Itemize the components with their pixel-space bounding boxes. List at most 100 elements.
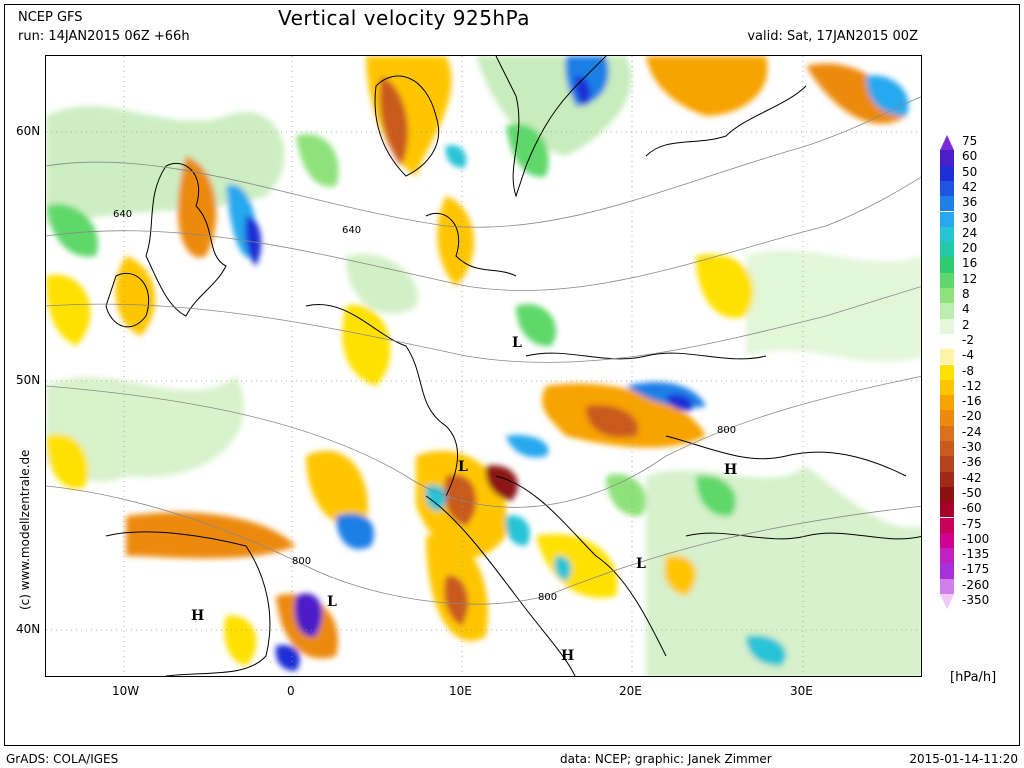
- legend-label: 42: [962, 179, 978, 194]
- legend-swatch: [940, 410, 954, 426]
- lat-label: 50N: [16, 373, 41, 387]
- map-title: Vertical velocity 925hPa: [278, 6, 531, 30]
- legend-label: -16: [962, 394, 982, 409]
- legend-swatch: [940, 288, 954, 304]
- legend-swatch: [940, 257, 954, 273]
- contour-label: 800: [538, 592, 557, 603]
- legend-level: -100: [940, 532, 1020, 549]
- legend-swatch: [940, 272, 954, 288]
- legend-swatch: [940, 242, 954, 258]
- legend-swatch: [940, 379, 954, 396]
- legend-swatch: [940, 502, 954, 518]
- contour-labels: 640 640 800 800 800: [113, 209, 736, 603]
- model-label: NCEP GFS: [18, 10, 83, 25]
- legend-label: -135: [962, 547, 990, 562]
- contour-label: 800: [717, 425, 736, 436]
- legend-label: -30: [962, 440, 982, 454]
- legend-swatch: [940, 456, 954, 472]
- pressure-centers: L L L L H H H: [191, 335, 737, 664]
- legend-level: -36: [940, 456, 1020, 472]
- legend-level: 36: [940, 195, 1020, 212]
- legend-level: 20: [940, 242, 1020, 258]
- legend-swatch: [940, 532, 954, 549]
- legend-swatch: [940, 517, 954, 533]
- lat-label: 60N: [16, 124, 41, 138]
- legend-label: 30: [962, 210, 978, 225]
- legend-label: -260: [962, 577, 990, 592]
- contour-label: 800: [292, 556, 311, 567]
- legend-unit: [hPa/h]: [950, 670, 997, 685]
- legend-label: 12: [962, 271, 978, 286]
- legend-swatch: [940, 150, 954, 166]
- legend-swatch: [940, 226, 954, 243]
- legend-level: -42: [940, 470, 1020, 487]
- run-label: run: 14JAN2015 06Z +66h: [18, 29, 190, 44]
- legend-label: -175: [962, 562, 990, 577]
- footer-credits: data: NCEP; graphic: Janek Zimmer: [560, 752, 772, 766]
- legend-label: 50: [962, 164, 978, 179]
- high-center-marker: H: [561, 648, 574, 664]
- legend-label: -60: [962, 501, 982, 516]
- legend-level: -50: [940, 485, 1020, 503]
- legend-label: -75: [962, 516, 982, 531]
- legend-level: 12: [940, 271, 1020, 288]
- footer-software: GrADS: COLA/IGES: [6, 752, 119, 766]
- legend-level: 42: [940, 179, 1020, 197]
- legend-label: -24: [962, 424, 982, 439]
- color-legend: 75 60 50 42 36 30 24 20 16 12 8 4 2 -2 -4 -8 -12 -16 -20 -2…: [940, 135, 1020, 625]
- legend-level: -30: [940, 440, 1020, 457]
- legend-level: -60: [940, 501, 1020, 518]
- legend-swatch: [940, 594, 954, 610]
- legend-swatch: [940, 395, 954, 411]
- legend-label: -2: [962, 332, 974, 347]
- legend-level: -12: [940, 379, 1020, 396]
- legend-level: 30: [940, 210, 1020, 227]
- legend-label: -8: [962, 363, 974, 378]
- legend-label: -42: [962, 470, 982, 485]
- coastlines: [105, 56, 921, 676]
- legend-level: -24: [940, 424, 1020, 441]
- lon-label: 0: [287, 684, 295, 698]
- legend-level: -2: [940, 332, 1020, 350]
- legend-swatch: [940, 425, 954, 441]
- legend-swatch: [940, 441, 954, 457]
- legend-swatch: [940, 303, 954, 319]
- legend-swatch: [940, 165, 954, 181]
- legend-label: 36: [962, 195, 978, 210]
- high-center-marker: H: [724, 462, 737, 478]
- height-contours: [46, 96, 921, 605]
- low-center-marker: L: [327, 594, 337, 610]
- legend-level: 75: [940, 135, 1020, 151]
- contour-label: 640: [113, 209, 132, 220]
- figure-frame: [4, 4, 1020, 746]
- low-center-marker: L: [512, 335, 522, 351]
- legend-level: -8: [940, 363, 1020, 380]
- low-center-marker: L: [636, 556, 646, 572]
- legend-level: -16: [940, 394, 1020, 411]
- lon-label: 20E: [619, 684, 642, 698]
- lon-label: 30E: [790, 684, 813, 698]
- legend-swatch: [940, 486, 954, 503]
- legend-label: 60: [962, 149, 978, 164]
- legend-label: 4: [962, 302, 970, 317]
- graticule: [46, 56, 921, 676]
- legend-label: 8: [962, 287, 970, 301]
- legend-label: 24: [962, 225, 978, 240]
- credit-website: (c) www.modellzentrale.de: [18, 449, 32, 610]
- legend-level: 2: [940, 318, 1020, 334]
- map-area: 640 640 800 800 800 L L L L H H H: [45, 55, 922, 677]
- legend-swatch: [940, 318, 954, 334]
- legend-label: -4: [962, 348, 974, 363]
- legend-level: 8: [940, 287, 1020, 304]
- lon-label: 10E: [449, 684, 472, 698]
- legend-label: -20: [962, 409, 982, 424]
- lat-label: 40N: [16, 622, 41, 636]
- legend-level: -4: [940, 348, 1020, 365]
- lon-label: 10W: [112, 684, 140, 698]
- legend-swatch: [940, 180, 954, 197]
- valid-label: valid: Sat, 17JAN2015 00Z: [747, 29, 918, 44]
- legend-swatch: [940, 211, 954, 227]
- map-svg: 640 640 800 800 800 L L L L H H H: [46, 56, 921, 676]
- legend-label: -50: [962, 485, 982, 500]
- velocity-field: [46, 56, 921, 676]
